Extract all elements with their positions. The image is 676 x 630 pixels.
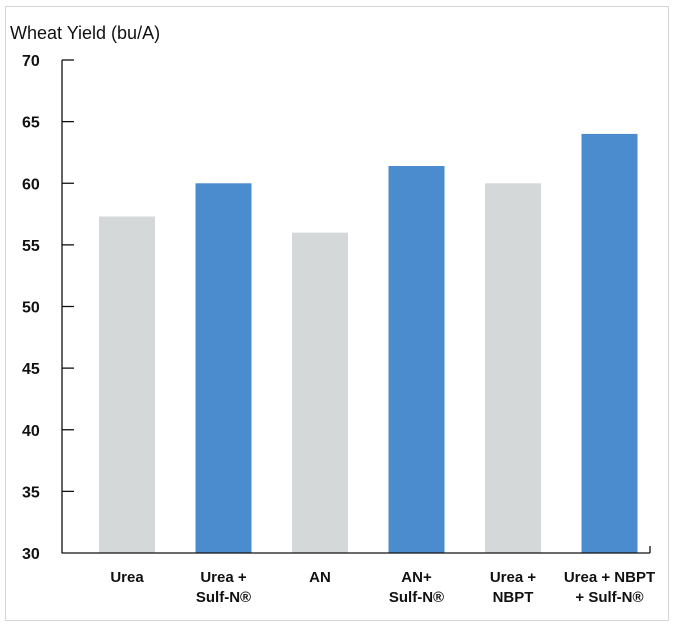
bar-4 (388, 166, 445, 553)
bar-3 (292, 232, 348, 553)
y-tick-label: 40 (22, 423, 40, 440)
x-category-label: Urea + NBPT + Sulf-N® (564, 569, 655, 606)
y-tick-label: 70 (22, 53, 40, 70)
x-category-label: Urea + NBPT (490, 569, 537, 606)
x-category-label: AN (309, 569, 331, 586)
y-ticks-group: 30 35 40 45 50 55 60 65 70 (22, 53, 74, 563)
bar-1 (99, 216, 155, 553)
y-tick-label: 50 (22, 300, 40, 317)
x-category-label: Urea (110, 569, 144, 586)
bar-6 (581, 133, 638, 553)
y-axis-label: Wheat Yield (bu/A) (10, 23, 160, 43)
y-tick-label: 55 (22, 238, 40, 255)
bar-5 (485, 183, 541, 554)
x-labels-group: Urea Urea + Sulf-N® AN AN+ Sulf-N® Urea + NBPT U… (110, 569, 655, 606)
y-tick-label: 35 (22, 484, 40, 501)
y-tick-label: 30 (22, 546, 40, 563)
x-category-label: AN+ Sulf-N® (389, 569, 444, 606)
y-tick-label: 45 (22, 361, 40, 378)
bars-group (99, 133, 638, 554)
bar-2 (195, 183, 252, 554)
y-tick-label: 65 (22, 115, 40, 132)
y-tick-label: 60 (22, 176, 40, 193)
x-category-label: Urea + Sulf-N® (196, 569, 251, 606)
